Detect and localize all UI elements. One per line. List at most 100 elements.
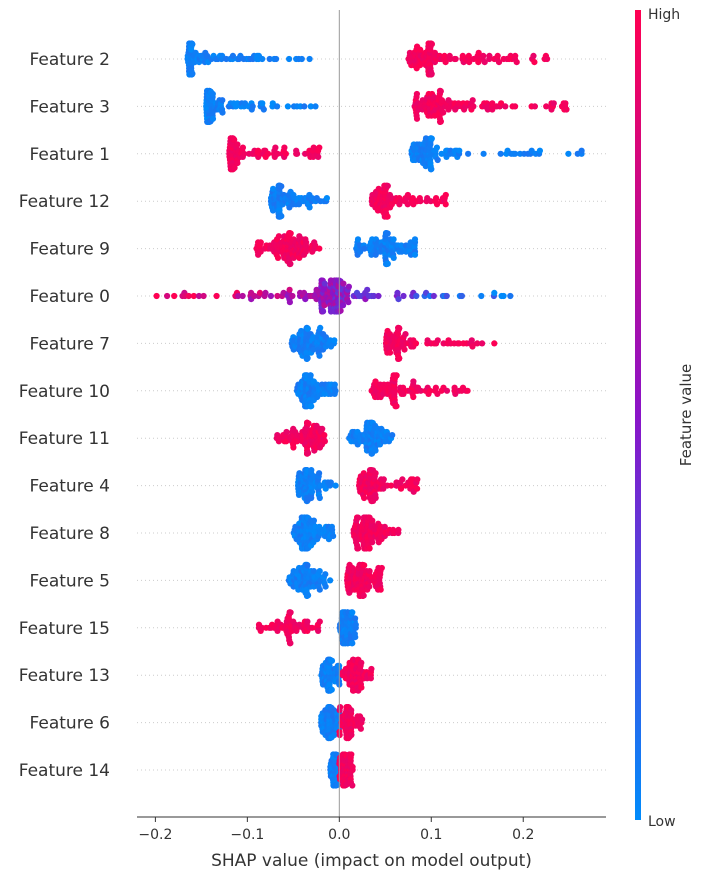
shap-point: [452, 55, 459, 63]
shap-point: [531, 59, 538, 66]
shap-point: [372, 447, 379, 454]
x-axis-label: SHAP value (impact on model output): [211, 851, 532, 871]
shap-point: [310, 517, 317, 524]
shap-point: [390, 254, 397, 261]
shap-point: [393, 403, 400, 410]
shap-point: [491, 340, 498, 347]
shap-point: [289, 292, 296, 300]
x-tick-label: 0.2: [512, 827, 534, 843]
shap-point: [531, 103, 539, 110]
feature-label: Feature 10: [19, 382, 110, 402]
shap-point: [282, 150, 289, 157]
shap-point: [530, 52, 537, 60]
shap-point: [414, 476, 421, 483]
shap-point: [455, 340, 463, 347]
shap-point: [384, 213, 391, 220]
shap-point: [397, 485, 405, 492]
shap-point: [355, 545, 362, 552]
colorbar: High Low Feature value: [635, 7, 695, 830]
shap-point: [200, 292, 207, 300]
shap-point: [369, 539, 376, 546]
shap-point: [414, 485, 421, 492]
shap-point: [434, 156, 441, 164]
shap-point: [428, 135, 435, 142]
shap-point: [431, 94, 438, 101]
shap-point: [231, 164, 238, 171]
shap-point: [491, 289, 498, 296]
shap-point: [437, 88, 444, 95]
shap-point: [294, 150, 301, 157]
shap-point: [234, 141, 241, 148]
shap-point: [497, 150, 504, 157]
shap-point: [380, 476, 387, 483]
shap-point: [231, 136, 238, 143]
shap-point: [219, 97, 226, 104]
shap-point: [204, 52, 211, 60]
shap-point: [308, 403, 315, 410]
shap-point: [329, 526, 336, 534]
shap-point: [384, 230, 391, 237]
shap-point: [456, 147, 463, 154]
shap-point: [229, 52, 236, 60]
shap-point: [399, 476, 406, 483]
shap-point: [352, 615, 359, 622]
shap-point: [310, 144, 317, 151]
feature-label: Feature 2: [30, 50, 110, 70]
shap-point: [331, 731, 338, 739]
shap-point: [315, 153, 322, 160]
shap-point: [366, 545, 373, 552]
shap-point: [270, 185, 277, 192]
shap-point: [189, 41, 196, 48]
shap-point: [470, 103, 477, 110]
feature-label: Feature 9: [30, 240, 110, 260]
shap-point: [332, 387, 339, 394]
shap-point: [164, 292, 171, 300]
shap-point: [381, 523, 388, 530]
shap-point: [355, 514, 362, 521]
shap-point: [240, 150, 248, 157]
shap-point: [480, 52, 487, 60]
shap-point: [249, 103, 256, 110]
shap-point: [389, 432, 396, 439]
shap-point: [274, 292, 281, 300]
shap-point: [544, 55, 551, 63]
shap-point: [442, 191, 449, 199]
shap-point: [384, 260, 391, 267]
shap-point: [495, 59, 503, 66]
shap-point: [315, 627, 322, 635]
shap-point: [360, 592, 367, 599]
shap-point: [308, 488, 316, 495]
shap-point: [273, 55, 280, 63]
feature-label: Feature 3: [30, 97, 110, 117]
shap-point: [433, 195, 440, 202]
shap-point: [316, 494, 323, 502]
shap-point: [352, 634, 359, 641]
shap-point: [430, 292, 437, 300]
feature-label: Feature 0: [30, 287, 110, 307]
shap-point: [312, 103, 319, 110]
shap-point: [304, 562, 311, 569]
shap-point: [322, 571, 329, 578]
shap-point: [565, 150, 572, 157]
shap-point: [434, 337, 441, 344]
shap-point: [286, 286, 293, 293]
feature-label: Feature 12: [19, 192, 110, 212]
shap-point: [410, 393, 417, 401]
shap-point: [348, 707, 355, 714]
shap-point: [465, 150, 472, 157]
x-axis: −0.2 −0.1 0.0 0.1 0.2: [137, 816, 606, 843]
feature-label: Feature 7: [30, 334, 110, 354]
shap-point: [349, 782, 356, 789]
shap-point: [432, 384, 439, 391]
shap-point: [284, 103, 291, 110]
shap-point: [306, 55, 313, 63]
shap-point: [475, 59, 482, 66]
feature-label: Feature 13: [19, 666, 110, 686]
shap-point: [321, 432, 328, 439]
shap-point: [475, 49, 482, 56]
shap-point: [298, 55, 305, 63]
shap-point: [401, 346, 408, 353]
x-tick-label: 0.1: [420, 827, 442, 843]
shap-point: [367, 675, 374, 682]
shap-point: [262, 289, 269, 296]
